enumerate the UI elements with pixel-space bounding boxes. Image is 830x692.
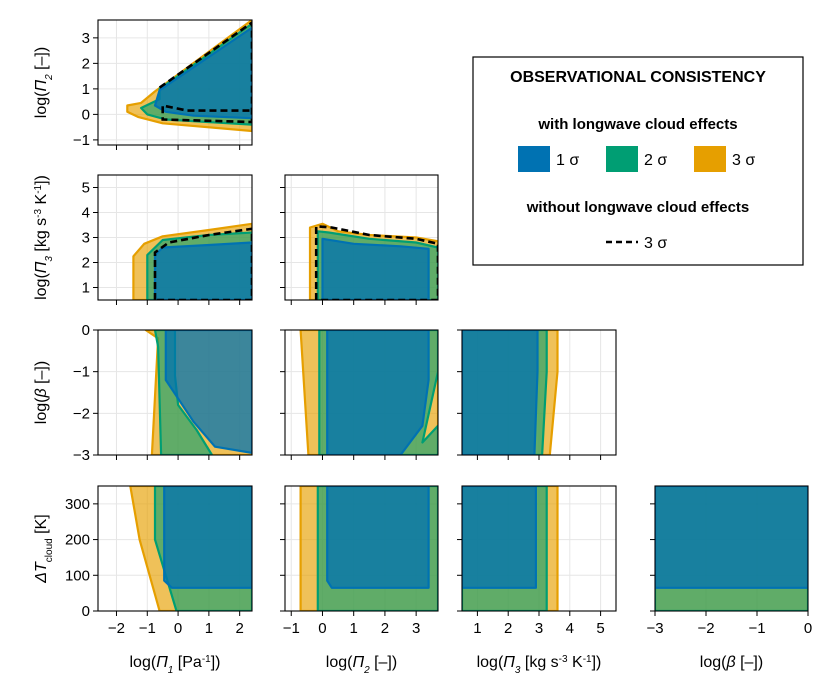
y-tick-label: 0 — [82, 106, 90, 123]
x-tick-label: −1 — [139, 620, 156, 637]
panel-regions — [308, 222, 438, 300]
panel-frame — [97, 329, 253, 456]
y-axis-label-beta: log(β [–]) — [33, 361, 50, 424]
y-tick-label: −2 — [73, 405, 90, 422]
x-tick-label: 2 — [381, 620, 389, 637]
panel-regions — [462, 486, 559, 611]
x-axis-label-p3: log(Π3 [kg s-3 K-1]) — [477, 654, 602, 676]
x-tick-label: 3 — [412, 620, 420, 637]
y-tick-label: 2 — [82, 55, 90, 72]
y-tick-label: 3 — [82, 30, 90, 47]
y-tick-label: 5 — [82, 180, 90, 197]
panel-frame — [284, 329, 439, 456]
x-tick-label: 5 — [596, 620, 604, 637]
y-tick-label: −3 — [73, 447, 90, 464]
y-axis-label-p3: log(Π3 [kg s-3 K-1]) — [33, 175, 55, 300]
region-1sigma — [326, 330, 430, 455]
panel-regions — [299, 486, 438, 611]
legend-section-with-lw: with longwave cloud effects — [537, 116, 737, 133]
panels-layer: −1 0 1 2 3 1 2 3 4 5 −3 −2 −1 0 −2 −1 0 1 2 0 100 200 300 −1 0 1 2… — [65, 19, 812, 637]
panel-regions — [144, 330, 252, 455]
x-tick-label: −1 — [748, 620, 765, 637]
legend-label-dashed: 3 σ — [644, 235, 667, 252]
x-axis-label-p2: log(Π2 [–]) — [326, 654, 397, 676]
legend: OBSERVATIONAL CONSISTENCY with longwave … — [472, 56, 804, 266]
x-tick-label: 1 — [205, 620, 213, 637]
panel-p1-vs-p2: −1 0 1 2 3 — [73, 19, 253, 150]
x-tick-label: −1 — [283, 620, 300, 637]
y-axis-label-dT: ΔTcloud [K] — [33, 514, 55, 583]
panel-frame — [654, 485, 809, 612]
x-tick-label: 3 — [535, 620, 543, 637]
region-1sigma — [326, 486, 430, 589]
dashed-3sigma-no-lw — [158, 21, 252, 124]
region-1sigma — [655, 486, 808, 589]
panel-regions — [132, 222, 252, 300]
legend-swatch-1sigma — [518, 146, 550, 172]
legend-title: OBSERVATIONAL CONSISTENCY — [510, 69, 766, 86]
panel-frame — [97, 485, 253, 612]
legend-label-1sigma: 1 σ — [556, 152, 579, 169]
region-1sigma — [321, 237, 430, 300]
region-1sigma — [163, 486, 252, 589]
x-tick-label: 2 — [236, 620, 244, 637]
x-tick-label: −3 — [646, 620, 663, 637]
x-tick-label: 1 — [473, 620, 481, 637]
x-tick-label: 0 — [804, 620, 812, 637]
y-tick-label: 1 — [82, 280, 90, 297]
panel-frame — [97, 19, 253, 146]
x-axis-label-beta: log(β [–]) — [700, 654, 763, 671]
y-tick-label: 2 — [82, 255, 90, 272]
y-tick-label: 1 — [82, 81, 90, 98]
x-tick-label: −2 — [108, 620, 125, 637]
legend-label-2sigma: 2 σ — [644, 152, 667, 169]
panel-frame — [284, 485, 439, 612]
panel-beta-vs-dT: −3 −2 −1 0 — [646, 485, 812, 637]
panel-regions — [655, 486, 808, 611]
y-tick-label: 0 — [82, 603, 90, 620]
y-tick-label: 0 — [82, 322, 90, 339]
y-tick-label: 3 — [82, 230, 90, 247]
x-tick-label: 0 — [318, 620, 326, 637]
region-1sigma — [153, 26, 252, 120]
panel-p3-vs-beta — [457, 329, 617, 460]
x-tick-label: 1 — [350, 620, 358, 637]
panel-p2-vs-dT: −1 0 1 2 3 — [280, 485, 439, 637]
panel-p1-vs-p3: 1 2 3 4 5 — [82, 174, 253, 305]
panel-p1-vs-dT: −2 −1 0 1 2 0 100 200 300 — [65, 485, 253, 637]
y-axis-label-p2: log(Π2 [–]) — [33, 47, 55, 118]
panel-p2-vs-p3 — [280, 174, 439, 305]
panel-regions — [126, 20, 252, 133]
panel-p2-vs-beta — [280, 329, 439, 460]
panel-p3-vs-dT: 1 2 3 4 5 — [457, 485, 617, 637]
x-tick-label: 2 — [504, 620, 512, 637]
y-tick-label: −1 — [73, 364, 90, 381]
region-1sigma — [164, 330, 252, 454]
region-1sigma — [462, 486, 538, 589]
y-tick-label: 4 — [82, 205, 90, 222]
panel-p1-vs-beta: −3 −2 −1 0 — [73, 322, 253, 464]
x-tick-label: 4 — [566, 620, 574, 637]
region-1sigma — [462, 330, 539, 455]
legend-section-without-lw: without longwave cloud effects — [526, 199, 750, 216]
dashed-3sigma-no-lw — [153, 227, 252, 300]
y-tick-label: 100 — [65, 567, 90, 584]
y-tick-label: −1 — [73, 132, 90, 149]
legend-label-3sigma: 3 σ — [732, 152, 755, 169]
x-tick-label: −2 — [697, 620, 714, 637]
x-axis-label-p1: log(Π1 [Pa-1]) — [130, 654, 221, 676]
y-tick-label: 200 — [65, 532, 90, 549]
panel-regions — [462, 330, 559, 455]
region-1sigma — [153, 241, 252, 300]
axis-labels: log(Π1 [Pa-1]) log(Π2 [–]) log(Π3 [kg s-3 … — [33, 47, 764, 676]
panel-regions — [299, 330, 438, 455]
legend-swatch-3sigma — [694, 146, 726, 172]
panel-regions — [129, 486, 252, 611]
x-tick-label: 0 — [174, 620, 182, 637]
legend-swatch-2sigma — [606, 146, 638, 172]
y-tick-label: 300 — [65, 496, 90, 513]
